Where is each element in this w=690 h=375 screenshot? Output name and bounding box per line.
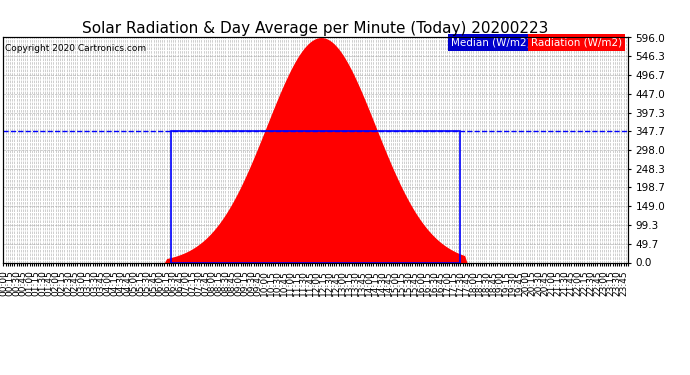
Bar xyxy=(171,131,460,262)
Text: Copyright 2020 Cartronics.com: Copyright 2020 Cartronics.com xyxy=(5,44,146,53)
Title: Solar Radiation & Day Average per Minute (Today) 20200223: Solar Radiation & Day Average per Minute… xyxy=(83,21,549,36)
Text: Radiation (W/m2): Radiation (W/m2) xyxy=(531,38,622,48)
Text: Median (W/m2): Median (W/m2) xyxy=(451,38,531,48)
